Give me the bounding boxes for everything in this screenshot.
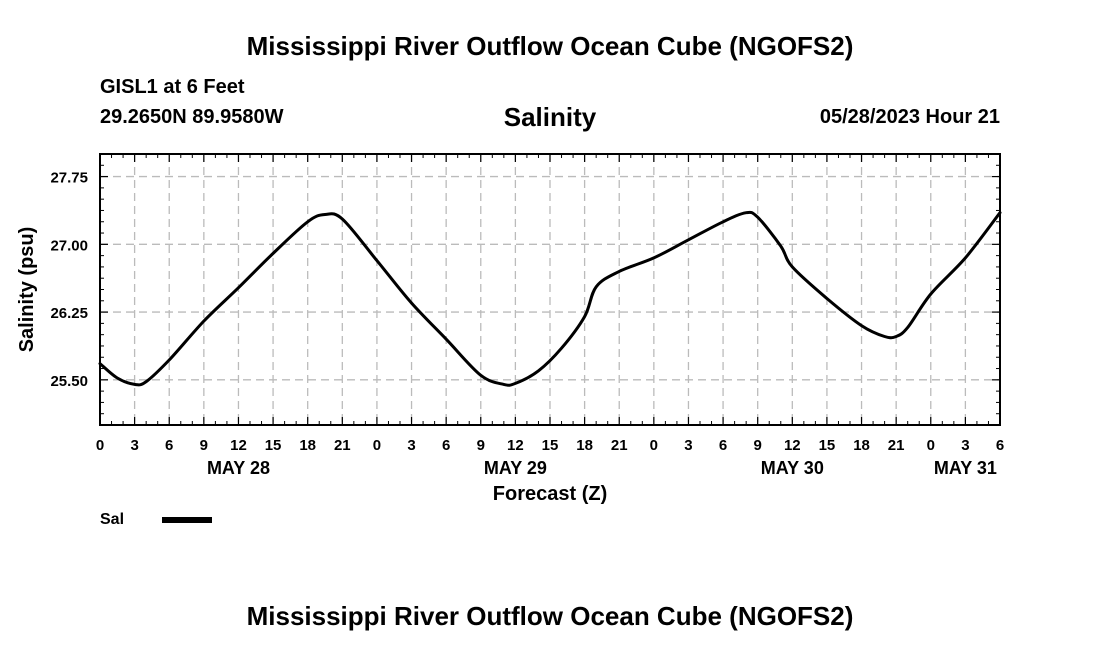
x-tick-label: 18 <box>299 437 316 454</box>
x-axis-title: Forecast (Z) <box>493 483 607 505</box>
legend-swatch <box>162 517 212 523</box>
y-tick-label: 25.50 <box>50 373 88 390</box>
x-tick-label: 15 <box>819 437 836 454</box>
x-tick-label: 3 <box>130 437 138 454</box>
station-coordinates: 29.2650N 89.9580W <box>100 106 284 128</box>
date-label: MAY 30 <box>761 458 824 478</box>
main-title: Mississippi River Outflow Ocean Cube (NG… <box>246 31 854 61</box>
x-tick-label: 21 <box>611 437 628 454</box>
x-tick-label: 15 <box>542 437 559 454</box>
station-name: GISL1 at 6 Feet <box>100 76 245 98</box>
x-tick-label: 3 <box>407 437 415 454</box>
x-tick-label: 18 <box>576 437 593 454</box>
x-tick-label: 0 <box>650 437 658 454</box>
x-tick-label: 15 <box>265 437 282 454</box>
x-tick-label: 3 <box>961 437 969 454</box>
x-tick-label: 9 <box>477 437 485 454</box>
y-tick-label: 27.75 <box>50 170 88 187</box>
x-tick-label: 6 <box>996 437 1004 454</box>
x-tick-label: 21 <box>334 437 351 454</box>
x-tick-label: 21 <box>888 437 905 454</box>
x-tick-label: 0 <box>96 437 104 454</box>
footer-title: Mississippi River Outflow Ocean Cube (NG… <box>246 601 854 631</box>
x-tick-label: 6 <box>165 437 173 454</box>
x-tick-label: 0 <box>373 437 381 454</box>
legend-label: Sal <box>100 511 125 528</box>
x-tick-label: 9 <box>200 437 208 454</box>
x-tick-label: 12 <box>507 437 524 454</box>
date-label: MAY 28 <box>207 458 270 478</box>
x-tick-label: 0 <box>927 437 935 454</box>
x-tick-label: 12 <box>784 437 801 454</box>
x-tick-label: 3 <box>684 437 692 454</box>
x-tick-label: 12 <box>230 437 247 454</box>
y-tick-label: 26.25 <box>50 305 88 322</box>
series-line-sal <box>98 210 1002 387</box>
y-axis-title: Salinity (psu) <box>16 227 38 353</box>
x-tick-label: 9 <box>754 437 762 454</box>
y-tick-label: 27.00 <box>50 237 88 254</box>
chart-title: Salinity <box>503 102 597 132</box>
x-tick-label: 6 <box>719 437 727 454</box>
date-label: MAY 31 <box>934 458 997 478</box>
date-label: MAY 29 <box>484 458 547 478</box>
forecast-datetime: 05/28/2023 Hour 21 <box>819 106 1000 128</box>
x-tick-label: 18 <box>853 437 870 454</box>
plot-frame <box>99 153 1001 426</box>
x-tick-label: 6 <box>442 437 450 454</box>
